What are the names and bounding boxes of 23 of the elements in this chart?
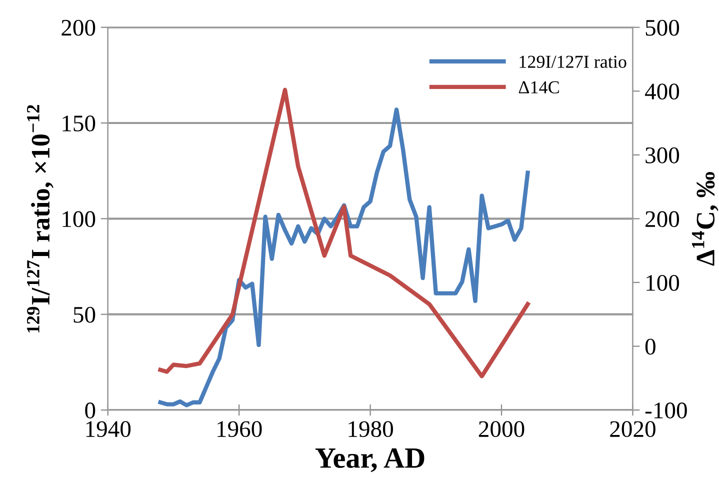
legend-label: 129I/127I ratio bbox=[520, 56, 626, 68]
legend-label: Δ14C bbox=[518, 81, 559, 94]
y2-tick-label: 400 bbox=[644, 84, 680, 100]
y-tick-label: 150 bbox=[62, 116, 96, 132]
x-tick-label: 1980 bbox=[348, 421, 393, 438]
y-tick-label: 50 bbox=[74, 306, 96, 323]
y2-tick-label: 0 bbox=[645, 338, 656, 355]
y2-tick-label: 500 bbox=[646, 20, 680, 36]
y2-tick-label: 300 bbox=[646, 147, 680, 164]
y2-tick-label: 100 bbox=[646, 274, 680, 291]
x-tick-label: 2020 bbox=[610, 421, 656, 438]
x-tick-label: 2000 bbox=[478, 421, 524, 438]
x-tick-label: 1940 bbox=[86, 421, 131, 438]
x-axis-title: Year, AD bbox=[315, 448, 424, 472]
y2-tick-label: 200 bbox=[646, 211, 680, 228]
y2-tick-label: -100 bbox=[645, 402, 687, 418]
y-tick-label: 100 bbox=[62, 211, 96, 228]
x-tick-label: 1960 bbox=[218, 421, 262, 438]
y-tick-label: 0 bbox=[85, 402, 96, 418]
y2-axis-title: Δ$^{14}$C, ‰ bbox=[692, 172, 718, 266]
line-series bbox=[158, 108, 530, 408]
y-tick-label: 200 bbox=[62, 20, 96, 36]
y-axis-title: $^{129}$I/$^{127}$I ratio, ×10$^{−12}$ bbox=[27, 105, 54, 332]
